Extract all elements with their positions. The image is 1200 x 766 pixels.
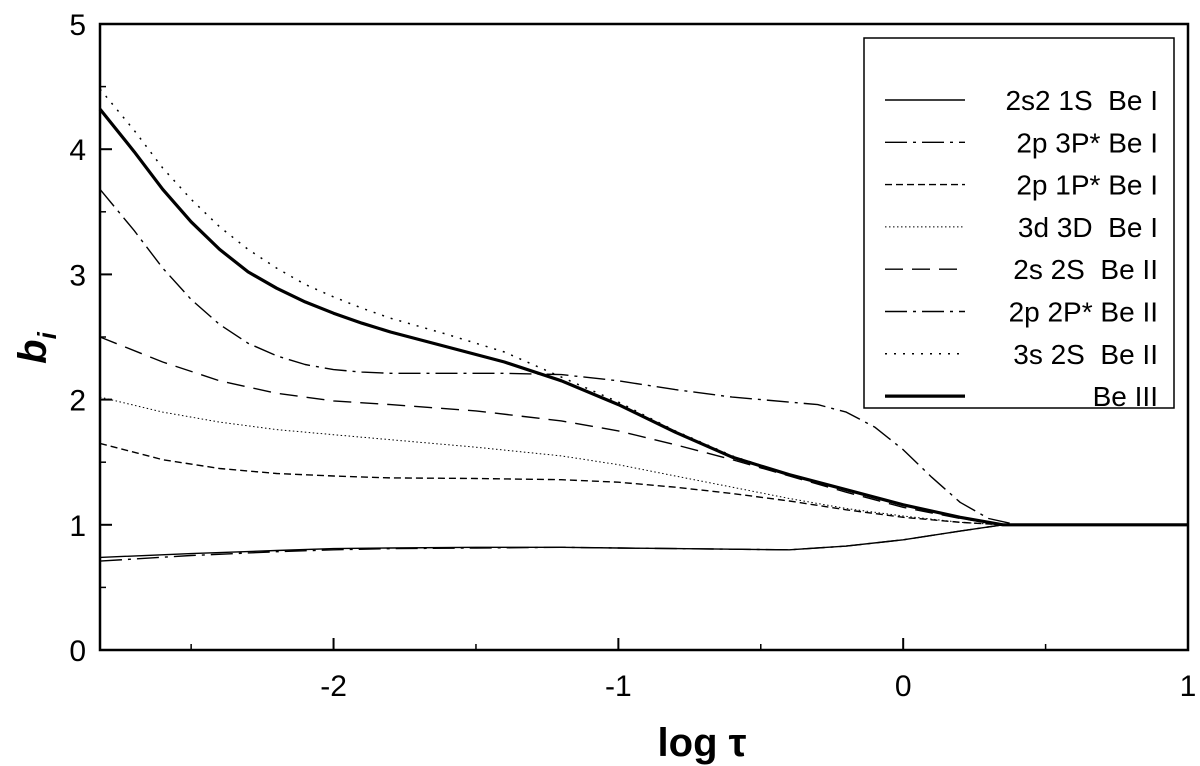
x-tick-label: -1 <box>605 670 632 703</box>
series-line-6 <box>99 188 1188 526</box>
legend-label-5: 2s 2S Be II <box>1013 254 1158 285</box>
legend-label-4: 3d 3D Be I <box>1018 212 1158 243</box>
x-tick-label: 0 <box>895 670 912 703</box>
legend: 2s2 1S Be I 2p 3P* Be I 2p 1P* Be I 3d 3D B… <box>863 37 1175 412</box>
x-tick-label: -2 <box>320 670 347 703</box>
y-tick-label: 1 <box>69 510 86 543</box>
series-layer <box>98 88 1188 562</box>
series-line-3 <box>99 442 1188 526</box>
y-tick-label: 3 <box>69 259 86 292</box>
tick-labels: -2 -1 0 1 0 1 2 3 4 5 <box>69 9 1196 703</box>
y-tick-label: 5 <box>69 9 86 42</box>
legend-label-7: 3s 2S Be II <box>1013 339 1158 370</box>
legend-label-1: 2s2 1S Be I <box>1005 85 1158 116</box>
series-line-2 <box>99 524 1188 562</box>
legend-label-3: 2p 1P* Be I <box>1016 170 1158 201</box>
y-tick-label: 2 <box>69 385 86 418</box>
legend-items: 2s2 1S Be I 2p 3P* Be I 2p 1P* Be I 3d 3D B… <box>885 85 1158 412</box>
y-axis-title: bi <box>11 331 62 363</box>
y-tick-label: 4 <box>69 134 86 167</box>
y-tick-label: 0 <box>69 635 86 668</box>
legend-label-6: 2p 2P* Be II <box>1009 297 1158 328</box>
series-line-8 <box>98 108 1188 527</box>
x-axis-title: log τ <box>658 721 747 765</box>
legend-label-2: 2p 3P* Be I <box>1016 127 1158 158</box>
x-tick-label: 1 <box>1180 670 1197 703</box>
legend-label-8: Be III <box>1093 381 1158 412</box>
